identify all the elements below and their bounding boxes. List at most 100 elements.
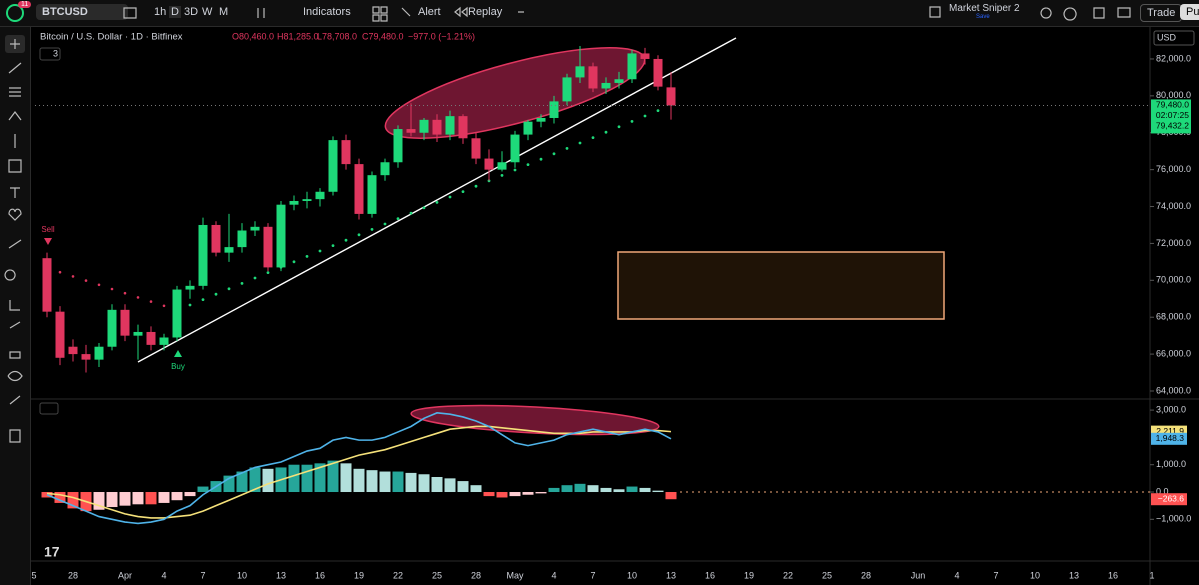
zone-rectangle [617,251,945,320]
x-tick-label: 7 [200,570,205,580]
layout-status: Save [976,14,990,20]
candle-body [653,58,663,87]
candle-body [159,337,169,345]
x-tick-label: 13 [1069,570,1079,580]
interval[interactable]: D [169,6,181,18]
interval[interactable]: 1h [154,6,167,18]
histogram-bar [574,483,586,493]
histogram-bar [67,492,79,509]
x-tick-label: 22 [393,570,403,580]
candle-body [107,309,117,347]
symbol-title: Bitcoin / U.S. Dollar · 1D · Bitfinex [40,32,183,43]
x-tick-label: 25 [822,570,832,580]
logo[interactable] [6,4,24,22]
candle-body [497,162,507,170]
pane-toggle[interactable] [39,402,59,415]
x-tick-label: 5 [31,570,36,580]
histogram-bar [353,468,365,493]
y-tick-label: 1,000.0 [1156,459,1186,469]
price-tag-text: 79,480.0 [1156,100,1189,110]
candle-body [133,331,143,336]
histogram-bar [379,471,391,493]
top-toolbar: 11 BTCUSD 1h D 3D W M Indicators Alert R… [0,0,1199,27]
histogram-bar [340,463,352,493]
candle-body [484,158,494,170]
sar-dot [487,179,491,183]
histogram-bar [171,492,183,501]
histogram-bar [197,486,209,493]
sar-dot [162,304,166,308]
histogram-bar [405,472,417,493]
histogram-bar [613,489,625,493]
publish-button[interactable]: Pu [1180,4,1199,20]
histogram-bar [496,492,508,498]
candle-body [81,354,91,360]
symbol-search[interactable]: BTCUSD [36,4,128,20]
x-tick-label: 10 [627,570,637,580]
alert-button[interactable]: Alert [418,6,441,18]
ohlc-value: C79,480.0 [362,31,404,41]
drawing-toolbar [0,27,31,585]
layout-name[interactable]: Market Sniper 2 [949,3,1020,14]
histogram-bar [665,492,677,500]
indicator-toggle[interactable] [39,47,61,61]
y-tick-label: 64,000.0 [1156,385,1191,395]
x-tick-label: 10 [237,570,247,580]
candle-body [250,226,260,231]
indicators-button[interactable]: Indicators [303,6,351,18]
sar-dot [435,201,439,204]
histogram-bar [314,463,326,493]
sar-dot [305,255,309,258]
candle-body [588,66,598,89]
interval[interactable]: M [219,6,229,18]
sar-dot [58,270,62,274]
histogram-bar [93,492,105,510]
sar-dot [643,114,647,118]
histogram-bar [236,471,248,493]
ohlc-value: O80,460.0 [232,31,274,41]
candle-body [237,230,247,248]
ohlc-value: −977.0 (−1.21%) [408,31,475,41]
candle-body [315,191,325,200]
histogram-bar [457,481,469,493]
candle-body [198,224,208,286]
candle-body [224,247,234,253]
sar-dot [539,157,543,161]
histogram-bar [639,487,651,493]
candle-body [549,101,559,118]
candle-body [289,200,299,205]
candle-body [68,346,78,355]
interval[interactable]: W [202,6,213,18]
value-tag-text: −263.6 [1158,493,1185,503]
histogram-bar [561,485,573,493]
sell-label: Sell [41,225,55,234]
sar-dot [591,136,595,140]
sar-dot [500,174,504,177]
sar-dot [656,109,660,112]
y-tick-label: 70,000.0 [1156,275,1191,285]
price-tag-text: 02:07:25 [1156,110,1189,120]
candle-body [55,311,65,358]
histogram-bar [54,492,66,503]
candle-body [666,87,676,106]
value-tag-text: 1,948.3 [1156,433,1185,443]
replay-button[interactable]: Replay [468,6,503,18]
currency: USD [1157,32,1177,42]
candle-body [510,134,520,163]
histogram-bar [509,492,521,497]
candle-body [354,164,364,214]
sar-dot [513,168,517,172]
histogram-bar [145,492,157,505]
x-tick-label: 19 [744,570,754,580]
currency-box[interactable] [1153,30,1195,46]
interval[interactable]: 3D [184,6,199,18]
histogram-bar [119,492,131,506]
x-tick-label: 22 [783,570,793,580]
histogram-bar [626,486,638,493]
sar-dot [383,222,387,226]
sar-dot [396,217,400,221]
buy-marker [174,350,182,357]
x-tick-label: 28 [68,570,78,580]
sar-dot [227,287,231,291]
x-tick-label: 4 [551,570,556,580]
